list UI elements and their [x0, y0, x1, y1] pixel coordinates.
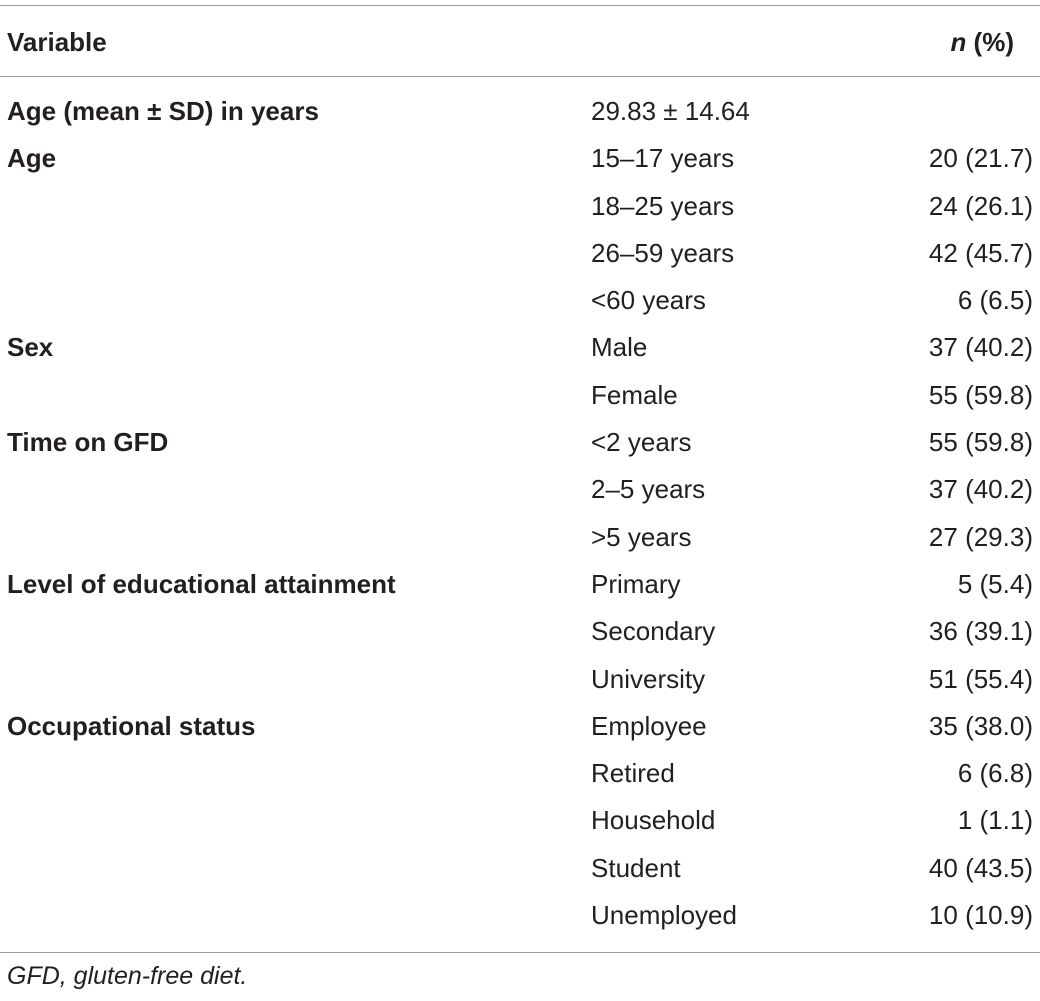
table-footnote: GFD, gluten-free diet. — [7, 962, 248, 990]
row-value: 5 (5.4) — [957, 568, 1033, 599]
row-value: 10 (10.9) — [928, 900, 1033, 931]
row-value: 36 (39.1) — [928, 616, 1033, 647]
row-value: 42 (45.7) — [928, 237, 1033, 268]
row-category: <2 years — [591, 427, 692, 458]
row-value: 40 (43.5) — [928, 852, 1033, 883]
table-row: Level of educational attainment Primary 5 … — [0, 561, 1040, 608]
table-row: Unemployed 10 (10.9) — [0, 892, 1040, 939]
row-category: 29.83 ± 14.64 — [591, 96, 750, 126]
row-value: 27 (29.3) — [928, 521, 1033, 552]
row-category: Household — [591, 805, 716, 836]
table-row: 18–25 years 24 (26.1) — [0, 183, 1040, 230]
row-variable: Level of educational attainment — [7, 568, 396, 599]
table-row: Retired 6 (6.8) — [0, 750, 1040, 797]
table-row: University 51 (55.4) — [0, 656, 1040, 703]
row-category: Primary — [591, 568, 681, 599]
row-variable: Time on GFD — [7, 427, 169, 458]
table-row: Occupational status Employee 35 (38.0) — [0, 703, 1040, 750]
row-category: Male — [591, 332, 648, 363]
row-category: Retired — [591, 758, 675, 789]
table-row: Sex Male 37 (40.2) — [0, 324, 1040, 371]
row-value: 55 (59.8) — [928, 379, 1033, 410]
row-value: 35 (38.0) — [928, 710, 1033, 741]
row-category: University — [591, 663, 706, 694]
row-category: 26–59 years — [591, 237, 735, 268]
table-row: Female 55 (59.8) — [0, 372, 1040, 419]
row-value: 37 (40.2) — [928, 474, 1033, 505]
row-category: 15–17 years — [591, 143, 735, 174]
table-row: Time on GFD <2 years 55 (59.8) — [0, 419, 1040, 466]
table-row: <60 years 6 (6.5) — [0, 277, 1040, 324]
row-value: 1 (1.1) — [957, 805, 1033, 836]
row-category: Female — [591, 379, 678, 410]
row-category: Unemployed — [591, 900, 737, 931]
table-row: 26–59 years 42 (45.7) — [0, 230, 1040, 277]
top-rule — [0, 5, 1040, 6]
row-category: >5 years — [591, 521, 692, 552]
table-row: 2–5 years 37 (40.2) — [0, 466, 1040, 513]
row-category: 2–5 years — [591, 474, 706, 505]
table-row: Age 15–17 years 20 (21.7) — [0, 135, 1040, 182]
row-variable: Occupational status — [7, 710, 256, 741]
row-variable: Age (mean ± SD) in years — [7, 96, 319, 126]
header-n-percent: n (%) — [950, 27, 1014, 58]
row-category: <60 years — [591, 285, 706, 316]
row-value: 55 (59.8) — [928, 427, 1033, 458]
row-category: Student — [591, 852, 681, 883]
row-category: Employee — [591, 710, 707, 741]
table-row: >5 years 27 (29.3) — [0, 514, 1040, 561]
row-category: Secondary — [591, 616, 716, 647]
row-variable: Sex — [7, 332, 54, 363]
row-value: 51 (55.4) — [928, 663, 1033, 694]
row-category: 18–25 years — [591, 190, 735, 221]
table-row: Household 1 (1.1) — [0, 797, 1040, 844]
table-body: Age (mean ± SD) in years 29.83 ± 14.64 Age… — [0, 88, 1040, 939]
header-variable: Variable — [7, 27, 107, 57]
row-value: 6 (6.5) — [957, 285, 1033, 316]
table-row: Student 40 (43.5) — [0, 845, 1040, 892]
header-rule — [0, 76, 1040, 77]
row-value: 37 (40.2) — [928, 332, 1033, 363]
table-header: Variable n (%) — [0, 5, 1040, 76]
bottom-rule — [0, 952, 1040, 953]
header-n: n — [950, 27, 967, 57]
header-percent: (%) — [966, 27, 1014, 57]
row-value: 24 (26.1) — [928, 190, 1033, 221]
row-value: 6 (6.8) — [957, 758, 1033, 789]
table-row: Age (mean ± SD) in years 29.83 ± 14.64 — [0, 88, 1040, 135]
row-value: 20 (21.7) — [928, 143, 1033, 174]
table-row: Secondary 36 (39.1) — [0, 608, 1040, 655]
row-variable: Age — [7, 143, 57, 174]
